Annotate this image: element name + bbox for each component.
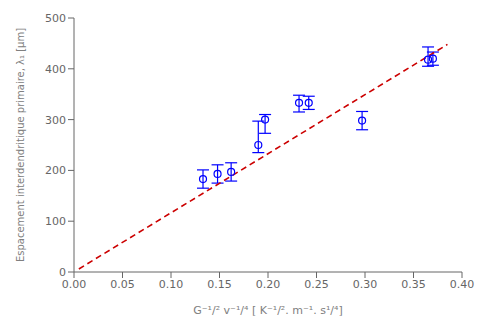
svg-text:0.20: 0.20 [256, 278, 281, 291]
svg-text:400: 400 [45, 63, 66, 76]
svg-text:0: 0 [59, 266, 66, 279]
svg-text:0.25: 0.25 [304, 278, 329, 291]
svg-text:100: 100 [45, 215, 66, 228]
svg-text:0.10: 0.10 [159, 278, 184, 291]
svg-text:0.15: 0.15 [207, 278, 232, 291]
svg-text:0.30: 0.30 [353, 278, 378, 291]
svg-text:Espacement interdendritique pr: Espacement interdendritique primaire, λ₁… [15, 28, 26, 262]
svg-text:0.40: 0.40 [450, 278, 475, 291]
svg-text:200: 200 [45, 164, 66, 177]
svg-text:0.00: 0.00 [62, 278, 87, 291]
svg-text:0.35: 0.35 [401, 278, 426, 291]
svg-text:0.05: 0.05 [110, 278, 135, 291]
svg-text:500: 500 [45, 12, 66, 25]
svg-text:300: 300 [45, 114, 66, 127]
svg-text:G⁻¹/² v⁻¹/⁴ [ K⁻¹/². m⁻¹. s¹/⁴: G⁻¹/² v⁻¹/⁴ [ K⁻¹/². m⁻¹. s¹/⁴] [193, 304, 343, 317]
